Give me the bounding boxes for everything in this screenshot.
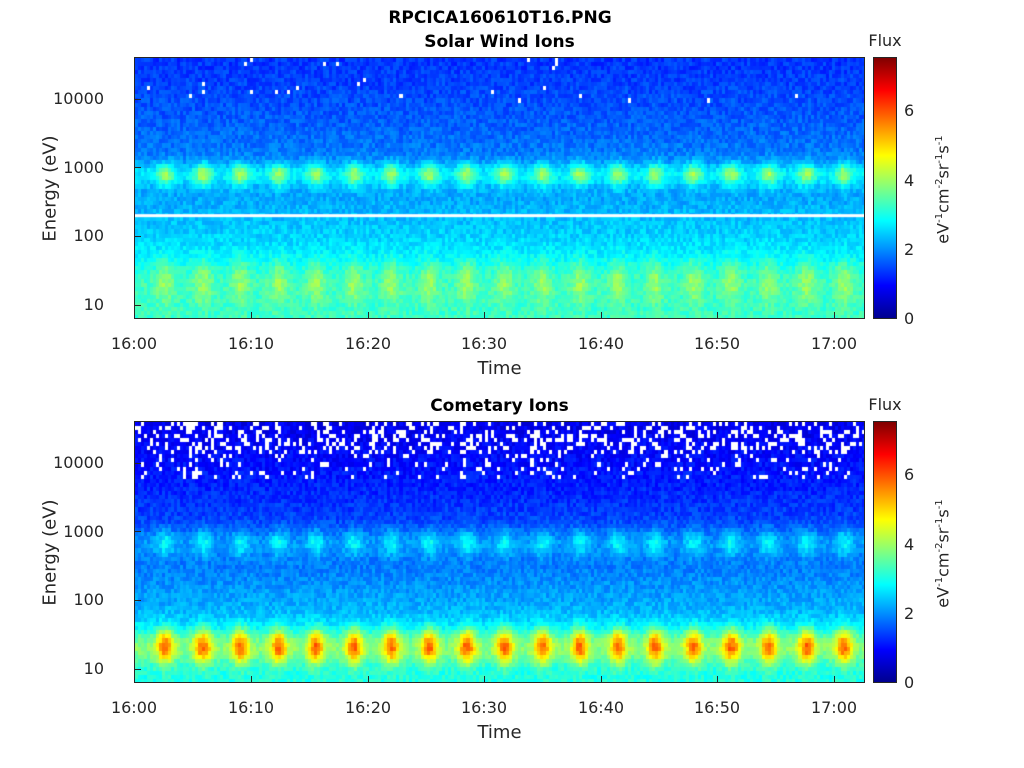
y-tick-mark bbox=[134, 236, 141, 237]
y-tick-label: 10000 bbox=[53, 89, 104, 108]
y-tick-mark bbox=[134, 305, 141, 306]
colorbar-tick: 2 bbox=[904, 604, 915, 623]
solar-wind-panel: Solar Wind Ions 10000 1000 100 10 Energy… bbox=[40, 31, 953, 379]
x-tick-mark bbox=[834, 676, 835, 683]
colorbar-tick: 4 bbox=[904, 535, 915, 554]
y-tick-mark bbox=[134, 669, 141, 670]
x-tick-mark bbox=[368, 676, 369, 683]
x-axis-label: Time bbox=[477, 722, 522, 743]
x-tick-label: 16:30 bbox=[460, 334, 508, 353]
y-tick-mark bbox=[134, 600, 141, 601]
spectrogram-canvas bbox=[135, 58, 864, 318]
y-tick-label: 100 bbox=[73, 226, 104, 245]
colorbar-tick: 2 bbox=[904, 240, 915, 259]
x-tick-mark bbox=[717, 676, 718, 683]
x-tick-mark bbox=[134, 676, 135, 683]
x-tick-label: 17:00 bbox=[810, 698, 858, 717]
x-tick-label: 17:00 bbox=[810, 334, 858, 353]
y-tick-mark bbox=[134, 531, 141, 532]
x-tick-mark bbox=[368, 312, 369, 319]
panel-title: Cometary Ions bbox=[430, 396, 569, 416]
x-tick-mark bbox=[251, 312, 252, 319]
colorbar-tick: 6 bbox=[904, 101, 915, 120]
panel-title: Solar Wind Ions bbox=[424, 32, 575, 52]
x-tick-label: 16:10 bbox=[227, 334, 275, 353]
x-axis-label: Time bbox=[477, 358, 522, 379]
colorbar-title: Flux bbox=[868, 31, 902, 50]
x-tick-label: 16:40 bbox=[577, 334, 625, 353]
spectrogram-plot[interactable] bbox=[134, 57, 865, 319]
y-tick-label: 10 bbox=[83, 295, 104, 314]
x-tick-mark bbox=[601, 676, 602, 683]
colorbar-tick: 0 bbox=[904, 673, 915, 692]
y-tick-mark bbox=[134, 463, 141, 464]
colorbar bbox=[873, 57, 897, 319]
x-tick-mark bbox=[484, 312, 485, 319]
spectrogram-canvas bbox=[135, 422, 864, 682]
colorbar-title: Flux bbox=[868, 395, 902, 414]
x-tick-label: 16:10 bbox=[227, 698, 275, 717]
y-tick-label: 1000 bbox=[63, 158, 104, 177]
y-tick-mark bbox=[134, 99, 141, 100]
cometary-ions-panel: Cometary Ions 10000 1000 100 10 Energy (… bbox=[40, 395, 953, 743]
x-tick-mark bbox=[251, 676, 252, 683]
x-tick-label: 16:00 bbox=[110, 698, 158, 717]
x-tick-label: 16:50 bbox=[693, 698, 741, 717]
x-tick-label: 16:00 bbox=[110, 334, 158, 353]
x-tick-label: 16:20 bbox=[344, 698, 392, 717]
colorbar-tick: 4 bbox=[904, 171, 915, 190]
colorbar-tick: 6 bbox=[904, 465, 915, 484]
x-tick-mark bbox=[717, 312, 718, 319]
x-tick-mark bbox=[134, 312, 135, 319]
colorbar-tick: 0 bbox=[904, 309, 915, 328]
y-tick-label: 1000 bbox=[63, 522, 104, 541]
x-tick-label: 16:20 bbox=[344, 334, 392, 353]
y-tick-mark bbox=[134, 167, 141, 168]
figure-title: RPCICA160610T16.PNG bbox=[388, 8, 612, 28]
x-tick-label: 16:30 bbox=[460, 698, 508, 717]
y-tick-label: 100 bbox=[73, 590, 104, 609]
colorbar-label: eV-1cm-2sr-1s-1 bbox=[933, 499, 953, 608]
x-tick-label: 16:50 bbox=[693, 334, 741, 353]
y-tick-label: 10000 bbox=[53, 453, 104, 472]
spectrogram-plot[interactable] bbox=[134, 421, 865, 683]
x-tick-mark bbox=[601, 312, 602, 319]
colorbar bbox=[873, 421, 897, 683]
y-tick-label: 10 bbox=[83, 659, 104, 678]
x-tick-mark bbox=[834, 312, 835, 319]
y-axis-label: Energy (eV) bbox=[39, 499, 61, 606]
x-tick-label: 16:40 bbox=[577, 698, 625, 717]
x-tick-mark bbox=[484, 676, 485, 683]
